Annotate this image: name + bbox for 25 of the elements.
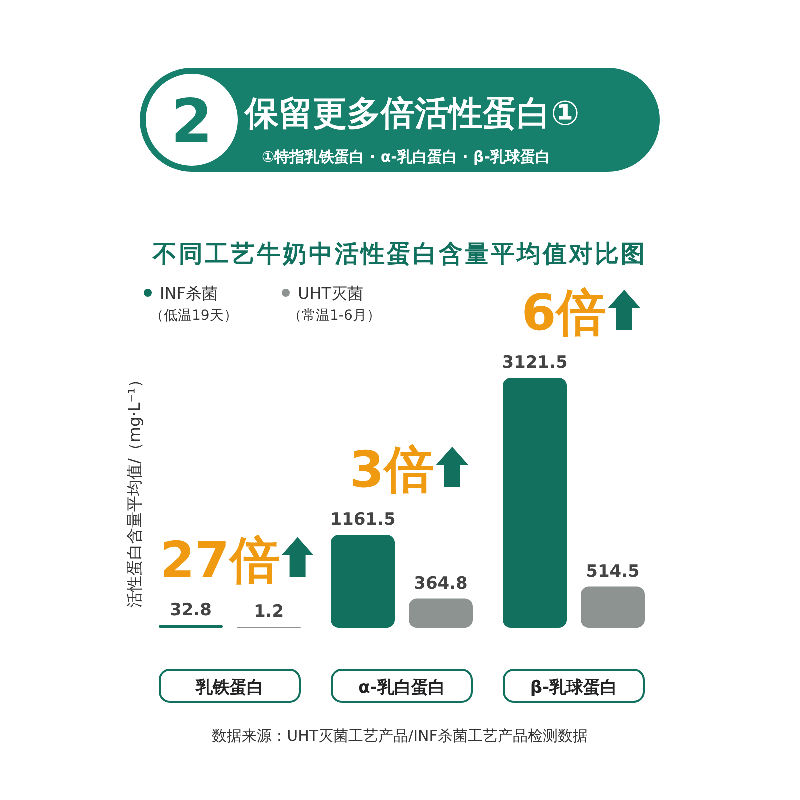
text: 2	[171, 87, 213, 157]
data-label: 1161.5	[330, 510, 396, 530]
data-label: 1.2	[254, 602, 284, 622]
legend-label: INF杀菌（低温19天）	[150, 284, 238, 324]
x-tick-label: β-乳球蛋白	[530, 678, 618, 698]
data-label: 514.5	[586, 562, 640, 582]
data-label: 364.8	[414, 574, 468, 594]
data-label: 3121.5	[502, 353, 568, 373]
x-tick-label: 乳铁蛋白	[195, 678, 264, 698]
text: 保留更多倍活性蛋白①	[243, 94, 580, 134]
source-note: 数据来源：UHT灭菌工艺产品/INF杀菌工艺产品检测数据	[212, 727, 588, 745]
text: ①特指乳铁蛋白 · α-乳白蛋白 · β-乳球蛋白	[262, 148, 550, 166]
text: 6倍	[522, 284, 606, 342]
bar	[581, 586, 645, 628]
chart-title: 不同工艺牛奶中活性蛋白含量平均值对比图	[152, 240, 647, 268]
bar	[503, 378, 567, 628]
annotation: 3倍	[350, 440, 434, 499]
y-axis-title: 活性蛋白含量平均值/（mg·L⁻¹）	[125, 372, 144, 608]
bar	[331, 534, 395, 628]
legend-label: UHT灭菌（常温1-6月）	[288, 284, 381, 324]
x-tick-label: α-乳白蛋白	[358, 678, 446, 698]
data-label: 32.8	[170, 600, 212, 620]
bar	[409, 598, 473, 628]
annotation: 27倍	[160, 531, 280, 590]
bar	[159, 625, 223, 628]
